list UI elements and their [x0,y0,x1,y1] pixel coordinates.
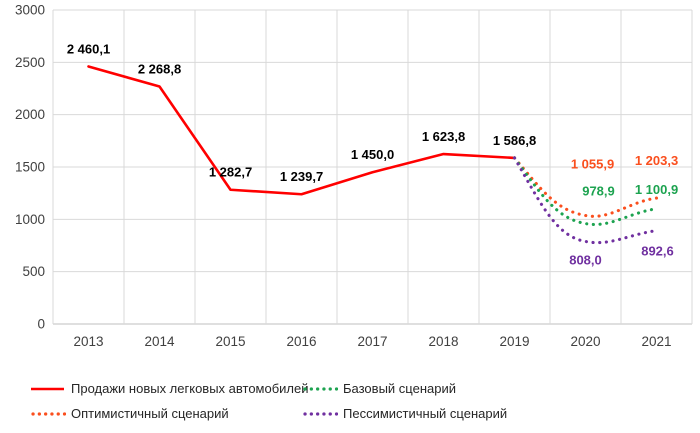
x-tick-label: 2020 [570,334,600,349]
data-label-actual: 2 460,1 [67,42,110,57]
legend-item-actual-sales: Продажи новых легковых автомобилей [30,381,309,397]
y-tick-label: 1500 [15,160,45,175]
data-label-base: 1 100,9 [635,182,678,197]
series-forecast-line-pessimistic [512,156,659,245]
x-tick-label: 2018 [428,334,458,349]
x-tick-label: 2016 [286,334,316,349]
y-tick-label: 1000 [15,212,45,227]
y-tick-label: 0 [37,317,45,332]
y-tick-label: 2500 [15,55,45,70]
data-label-actual: 1 282,7 [209,165,252,180]
legend-label-pessimistic-scenario: Пессимистичный сценарий [343,406,508,421]
data-label-actual: 1 239,7 [280,169,323,184]
x-tick-label: 2019 [499,334,529,349]
y-tick-label: 2000 [15,107,45,122]
data-label-actual: 1 586,8 [493,133,536,148]
x-tick-label: 2021 [641,334,671,349]
y-tick-label: 3000 [15,3,45,18]
legend-label-optimistic-scenario: Оптимистичный сценарий [71,406,229,421]
data-label-actual: 1 623,8 [422,129,465,144]
chart-canvas: 0 500 1000 1500 2000 2500 3000 2013 2014 2015 2016… [15,3,693,349]
legend-item-pessimistic-scenario: Пессимистичный сценарий [302,406,680,422]
data-label-actual: 2 268,8 [138,62,181,77]
series-actual-line [87,65,516,196]
y-tick-label: 500 [22,264,45,279]
x-tick-label: 2017 [357,334,387,349]
legend-item-optimistic-scenario: Оптимистичный сценарий [30,406,302,422]
x-tick-label: 2014 [144,334,175,349]
legend-swatch-dotted-green [303,387,338,391]
legend-item-base-scenario: Базовый сценарий [302,381,680,397]
data-label-optimistic: 1 055,9 [571,156,614,171]
line-chart: 0 500 1000 1500 2000 2500 3000 2013 2014 2015 2016… [15,3,693,349]
data-label-pessimistic: 892,6 [641,244,674,259]
legend: Продажи новых легковых автомобилей Базов… [30,381,680,422]
series-forecast-line-base [512,156,659,227]
data-label-actual: 1 450,0 [351,147,394,162]
x-tick-label: 2015 [215,334,245,349]
data-label-pessimistic: 808,0 [569,252,602,267]
legend-swatch-solid-red [31,387,64,391]
legend-swatch-dotted-orange [31,412,66,416]
data-label-optimistic: 1 203,3 [635,153,678,168]
data-label-base: 978,9 [582,184,615,199]
x-tick-label: 2013 [73,334,103,349]
series-forecast-line-optimistic [512,156,659,218]
legend-label-actual-sales: Продажи новых легковых автомобилей [71,381,309,396]
legend-label-base-scenario: Базовый сценарий [343,381,456,396]
legend-swatch-dotted-purple [303,412,338,416]
